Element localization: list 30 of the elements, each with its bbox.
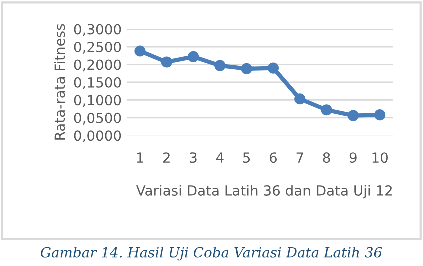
y-tick-label: 0,2500	[74, 42, 122, 54]
x-tick-label: 5	[243, 152, 250, 164]
x-axis-title: Variasi Data Latih 36 dan Data Uji 12	[136, 185, 392, 199]
point	[374, 110, 386, 121]
point	[161, 56, 172, 68]
text: Gambar 14. Hasil Uji Coba Variasi Data Latih 36	[41, 247, 382, 261]
point	[268, 62, 280, 74]
point	[348, 110, 359, 122]
y-tick-label: 0,1000	[74, 95, 122, 108]
x-tick-label: 4	[216, 152, 224, 163]
point	[188, 51, 200, 62]
x-tick-label: 3	[190, 152, 197, 164]
x-tick-label: 9	[350, 152, 357, 164]
point	[321, 104, 332, 116]
x-tick-label: 7	[296, 152, 304, 163]
y-tick-label: 0,1500	[74, 77, 122, 90]
point	[214, 60, 226, 72]
x-tick-label: 2	[163, 152, 170, 163]
point	[134, 46, 146, 57]
y-tick-label: 0,2000	[74, 60, 122, 72]
y-axis-title: Rata-rata Fitness	[54, 24, 66, 140]
y-tick-label: 0,0500	[74, 112, 122, 125]
x-tick-label: 10	[372, 152, 388, 164]
x-tick-label: 6	[270, 152, 278, 164]
point	[241, 63, 252, 75]
x-tick-label: 8	[323, 152, 330, 164]
point	[294, 94, 306, 105]
x-tick-label: 1	[137, 152, 144, 163]
y-tick-label: 0,3000	[74, 24, 122, 36]
y-tick-label: 0,0000	[74, 130, 122, 143]
